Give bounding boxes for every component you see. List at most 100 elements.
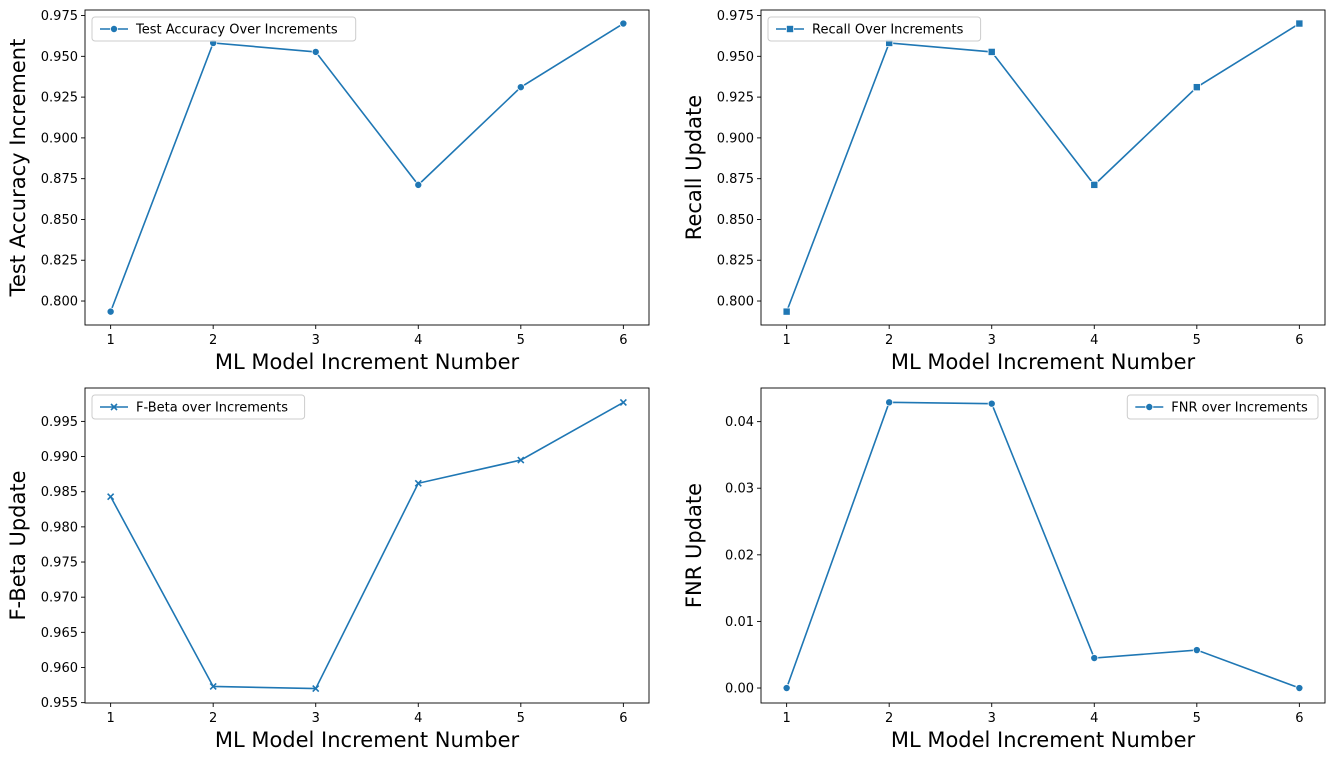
x-tick-label: 4 [414,333,422,348]
data-point [619,398,627,406]
y-tick-label: 0.950 [717,50,754,65]
x-tick-label: 4 [1090,711,1098,726]
chart-panel-1: 1 2 3 4 5 6 0.800 0.825 0.850 0.875 0.900 0.925 0.95… [6,9,650,374]
chart-panel-3: 1 2 3 4 5 6 0.955 0.960 0.965 0.970 0.975 0.980 0.98… [6,387,650,752]
y-tick-label: 0.985 [41,485,78,500]
legend: Recall Over Increments [767,16,982,42]
data-point [782,307,791,316]
data-point [1090,180,1099,189]
legend-label: Test Accuracy Over Increments [135,23,338,38]
data-point [1192,83,1201,92]
series-line [109,22,624,312]
legend-label: F-Beta over Increments [136,401,288,416]
x-tick-label: 3 [312,333,320,348]
y-tick-label: 0.975 [41,556,78,571]
x-tick-label: 2 [885,333,893,348]
x-tick-label: 3 [988,333,996,348]
x-tick-label: 1 [782,333,790,348]
legend-box [767,16,982,42]
y-tick-label: 0.850 [717,213,754,228]
y-tick-label: 0.970 [41,591,78,606]
legend: F-Beta over Increments [91,394,306,420]
x-tick-label: 5 [1193,711,1201,726]
y-tick-label: 0.03 [725,482,754,497]
x-tick-label: 3 [988,711,996,726]
y-tick-label: 0.980 [41,520,78,535]
chart-panel-4: 1 2 3 4 5 6 0.00 0.01 0.02 0.03 0.04 ML Model Incre… [682,387,1326,752]
x-tick-label: 1 [106,711,114,726]
y-tick-label: 0.850 [41,213,78,228]
y-tick-label: 0.875 [717,172,754,187]
y-tick-label: 0.995 [41,415,78,430]
y-tick-label: 0.960 [41,661,78,676]
y-tick-label: 0.975 [41,9,78,24]
x-tick-label: 3 [312,711,320,726]
y-axis-label: Test Accuracy Increment [6,39,30,298]
series-line [785,401,1300,689]
data-point [414,479,422,487]
plot-frame [760,9,1326,326]
y-tick-label: 0.825 [41,254,78,269]
data-point [885,398,894,407]
data-point [516,83,525,92]
plot-frame [760,387,1326,704]
data-point [517,456,525,464]
y-axis-label: FNR Update [682,483,706,608]
y-tick-label: 0.900 [41,131,78,146]
y-tick-label: 0.875 [41,172,78,187]
data-point [782,684,791,693]
y-tick-label: 0.990 [41,450,78,465]
series-line [109,401,624,690]
legend-box [91,16,357,42]
data-point [209,682,217,691]
y-tick-label: 0.925 [41,91,78,106]
x-tick-label: 2 [209,711,217,726]
plot-frame [84,9,650,326]
data-point [312,685,320,693]
data-point [987,399,996,408]
x-axis-label: ML Model Increment Number [215,728,520,752]
x-tick-label: 2 [209,333,217,348]
legend-marker [1145,402,1154,411]
series-line [785,22,1300,312]
x-tick-label: 4 [414,711,422,726]
data-point [987,47,996,56]
y-tick-label: 0.800 [717,295,754,310]
x-tick-label: 2 [885,711,893,726]
y-tick-label: 0.975 [717,9,754,24]
x-axis-label: ML Model Increment Number [891,728,1196,752]
y-tick-label: 0.825 [717,254,754,269]
x-tick-label: 6 [619,711,627,726]
data-point [1090,654,1099,663]
legend-marker [110,403,118,411]
x-tick-label: 4 [1090,333,1098,348]
y-tick-label: 0.965 [41,626,78,641]
legend: Test Accuracy Over Increments [91,16,357,42]
legend-marker [110,24,119,33]
legend-marker [786,24,795,33]
x-tick-label: 5 [517,711,525,726]
plot-frame [84,387,650,704]
y-tick-label: 0.950 [41,50,78,65]
x-tick-label: 6 [1295,333,1303,348]
y-tick-label: 0.925 [717,91,754,106]
data-point [1295,19,1304,28]
data-point [619,19,628,28]
y-tick-label: 0.955 [41,696,78,711]
legend-box [91,394,306,420]
data-point [1295,684,1304,693]
chart-panel-2: 1 2 3 4 5 6 0.800 0.825 0.850 0.875 0.900 0.925 0.95… [682,9,1326,374]
y-axis-label: Recall Update [682,95,706,240]
y-tick-label: 0.00 [725,682,754,697]
y-tick-label: 0.900 [717,131,754,146]
x-axis-label: ML Model Increment Number [215,350,520,374]
y-axis-label: F-Beta Update [6,470,30,620]
y-tick-label: 0.800 [41,295,78,310]
y-tick-label: 0.04 [725,415,754,430]
data-point [414,180,423,189]
y-tick-label: 0.02 [725,548,754,563]
data-point [106,307,115,316]
x-tick-label: 1 [782,711,790,726]
x-axis-label: ML Model Increment Number [891,350,1196,374]
